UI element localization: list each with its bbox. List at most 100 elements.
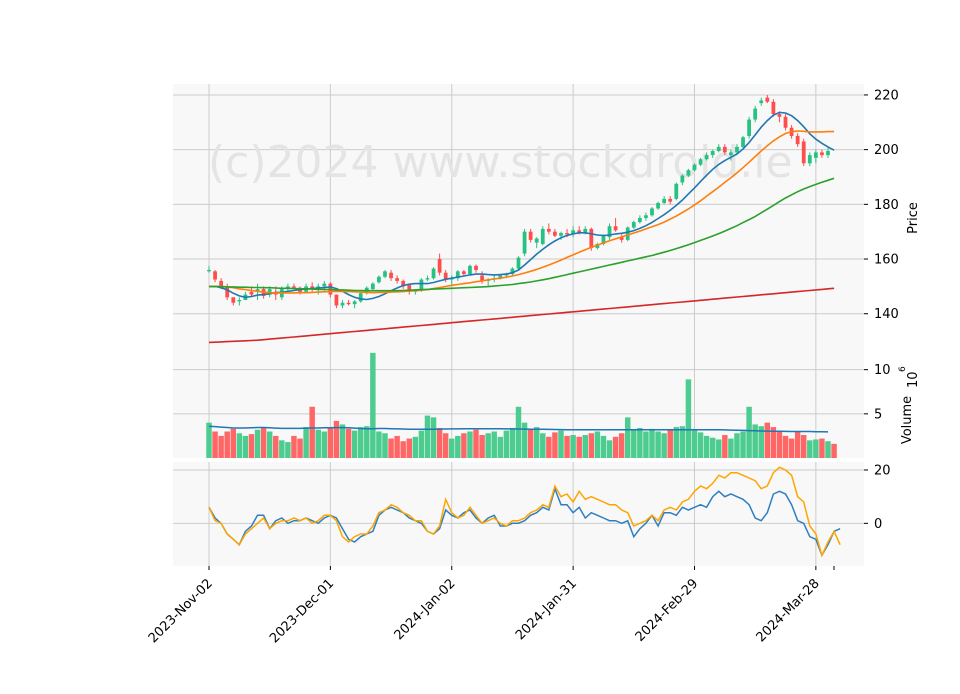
volume-bar [254, 429, 261, 458]
volume-bar [339, 424, 346, 458]
oscillator-panel-bg [173, 462, 864, 566]
volume-bar [303, 427, 309, 458]
candle-body [522, 231, 527, 254]
candle-body [765, 97, 770, 102]
candle-body [286, 286, 290, 288]
price-tick-label: 180 [874, 198, 899, 213]
candle-body [571, 230, 575, 235]
volume-bar [357, 427, 364, 458]
candle-body [729, 152, 733, 156]
candle-body [395, 278, 400, 281]
volume-bar [697, 432, 704, 458]
candle-body [601, 235, 606, 244]
volume-bar [424, 415, 431, 458]
candle-body [407, 285, 412, 292]
candle-body [777, 114, 782, 117]
volume-bar [212, 431, 218, 458]
volume-bar [327, 427, 334, 458]
candle-body [595, 243, 600, 249]
volume-multiplier-label: 10 [906, 371, 921, 388]
candle-body [813, 152, 818, 158]
volume-bar [279, 440, 285, 458]
volume-bar [770, 427, 777, 458]
volume-bar [309, 406, 315, 458]
x-tick-label: 2024-Feb-29 [633, 576, 702, 645]
volume-bar [533, 427, 540, 458]
candle-body [225, 286, 230, 298]
volume-bar [794, 431, 801, 458]
volume-tick-label: 10 [874, 363, 891, 378]
candle-body [346, 302, 351, 305]
volume-bar [260, 427, 267, 458]
oscillator-line [208, 466, 841, 558]
volume-bar [625, 417, 631, 458]
volume-bar [449, 438, 455, 458]
volume-bar [206, 422, 212, 458]
candle-body [534, 238, 539, 243]
volume-bar [788, 438, 795, 458]
candle-body [753, 108, 758, 120]
volume-bar [673, 427, 680, 458]
volume-bar [782, 435, 789, 458]
volume-bar [527, 429, 534, 458]
volume-bar [418, 430, 425, 458]
volume-bar [515, 406, 522, 458]
candle-body [516, 257, 521, 269]
volume-bar [321, 431, 328, 458]
volume-axis-label: Volume [900, 396, 915, 444]
volume-bar [370, 352, 376, 458]
volume-bar [831, 443, 837, 458]
candle-body [480, 275, 484, 281]
volume-bar [552, 432, 558, 458]
volume-bar [540, 433, 546, 458]
watermark: (c)2024 www.stockdroid.ie [208, 137, 793, 188]
oscillator-tick-label: 20 [874, 464, 891, 479]
volume-bar [345, 428, 352, 458]
candle-body [370, 283, 375, 290]
volume-bar [364, 426, 370, 458]
candle-body [292, 286, 296, 288]
x-tick-label: 2024-Jan-31 [513, 576, 580, 643]
volume-bar [242, 435, 249, 458]
volume-bar [600, 435, 607, 458]
candle-body [340, 302, 345, 306]
oscillator-line [208, 486, 841, 558]
volume-bar [479, 435, 485, 458]
candle-body [443, 272, 448, 280]
volume-bar [643, 431, 649, 458]
candle-body [419, 279, 424, 291]
volume-bar [752, 424, 758, 458]
candle-body [795, 135, 800, 145]
volume-tick-label: 5 [874, 407, 882, 422]
candle-body [686, 170, 691, 176]
volume-bar [430, 417, 437, 458]
candle-body [820, 152, 824, 156]
candle-body [462, 271, 466, 275]
volume-bar [291, 435, 297, 458]
volume-bar [333, 420, 340, 458]
candle-body [783, 116, 788, 128]
volume-bar [661, 433, 667, 458]
moving-average-line [208, 287, 835, 344]
candle-body [474, 265, 478, 270]
candle-body [383, 271, 387, 277]
candle-body [631, 222, 636, 228]
candle-body [716, 146, 721, 151]
volume-bar [709, 437, 716, 458]
moving-average-line [209, 177, 835, 292]
volume-bar [825, 441, 831, 458]
volume-bar [728, 438, 734, 458]
x-tick-label: 2023-Nov-02 [146, 576, 216, 646]
volume-bar [412, 436, 419, 458]
volume-bar [558, 430, 564, 458]
volume-bar [485, 433, 491, 458]
volume-bar [503, 430, 510, 458]
candle-body [498, 275, 503, 279]
x-tick-label: 2023-Dec-01 [267, 576, 337, 646]
volume-bar [679, 426, 686, 458]
candle-body [401, 280, 406, 287]
volume-bar [273, 435, 279, 458]
candle-body [680, 175, 685, 183]
volume-bar [564, 435, 570, 458]
price-tick-label: 200 [874, 143, 899, 158]
